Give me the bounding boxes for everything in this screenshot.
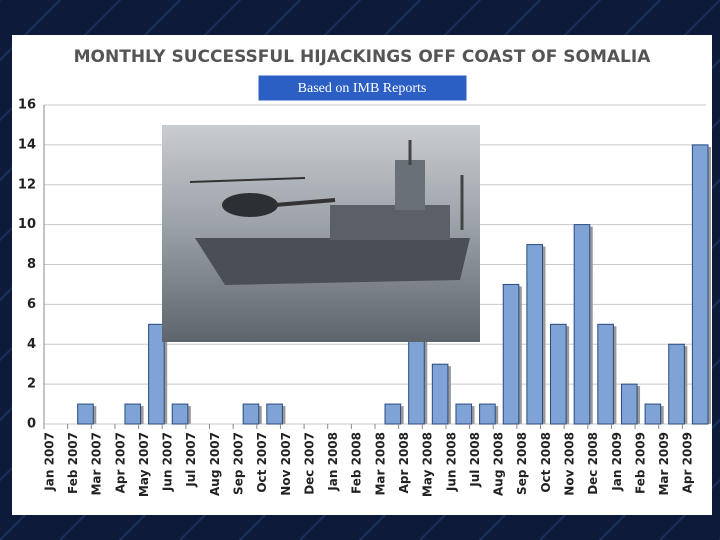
y-tick-label: 8 <box>27 257 36 272</box>
x-tick-label: Nov 2007 <box>279 432 293 496</box>
x-tick-label: Jul 2007 <box>184 432 198 488</box>
x-tick-label: Mar 2009 <box>657 432 671 496</box>
bar <box>502 283 520 425</box>
y-tick-label: 16 <box>18 98 36 113</box>
bar <box>526 244 543 425</box>
x-tick-label: Feb 2008 <box>350 432 364 494</box>
x-tick-label: Feb 2009 <box>633 432 647 494</box>
x-tick-label: Aug 2007 <box>208 432 222 496</box>
x-tick-label: Dec 2008 <box>586 432 600 495</box>
bar <box>266 403 283 425</box>
bar <box>242 403 260 425</box>
bar <box>479 403 496 425</box>
x-tick-label: Apr 2009 <box>681 432 695 493</box>
plot: 0 2 4 6 8 10 12 14 16 Jan 2007 Feb 2007 Mar 2007 Apr… <box>18 98 711 497</box>
x-tick-label: Dec 2007 <box>302 432 316 495</box>
y-tick-label: 10 <box>18 217 36 232</box>
bar <box>597 323 614 425</box>
x-tick-label: Jan 2007 <box>42 432 56 492</box>
bar <box>668 343 685 425</box>
bar <box>550 323 567 425</box>
subtitle-box <box>257 74 468 102</box>
bar <box>644 403 662 425</box>
x-tick-label: Mar 2007 <box>90 432 104 496</box>
y-tick-label: 2 <box>27 377 36 392</box>
x-tick-label: Feb 2007 <box>66 432 80 494</box>
bar <box>573 224 591 425</box>
y-tick-label: 12 <box>18 177 36 192</box>
x-tick-label: Jun 2008 <box>444 432 458 492</box>
chart-title: MONTHLY SUCCESSFUL HIJACKINGS OFF COAST … <box>74 47 652 67</box>
x-tick-label: Apr 2007 <box>113 432 127 493</box>
bar <box>148 323 165 425</box>
bar <box>431 363 449 425</box>
y-tick-label: 14 <box>18 137 36 152</box>
x-tick-label: Oct 2007 <box>255 432 269 493</box>
bar <box>77 403 94 425</box>
x-tick-label: May 2007 <box>137 432 151 497</box>
x-tick-label: Oct 2008 <box>539 432 553 493</box>
bar <box>384 403 402 425</box>
x-tick-label: Apr 2008 <box>397 432 411 493</box>
x-tick-label: Sep 2008 <box>515 432 529 495</box>
x-tick-label: Jan 2009 <box>610 432 624 492</box>
bar <box>620 383 638 425</box>
x-tick-label: Aug 2008 <box>492 432 506 496</box>
bar <box>455 403 473 425</box>
y-tick-label: 4 <box>27 337 36 352</box>
x-tick-label: May 2008 <box>421 432 435 497</box>
x-tick-label: Sep 2007 <box>231 432 245 495</box>
x-tick-label: Nov 2008 <box>562 432 576 496</box>
subtitle: Based on IMB Reports <box>298 81 427 96</box>
y-tick-label: 0 <box>27 417 36 432</box>
x-tick-label: Jul 2008 <box>468 432 482 488</box>
photo <box>162 125 480 342</box>
x-tick-label: Jun 2007 <box>161 432 175 492</box>
bar <box>124 403 142 425</box>
bar <box>691 144 709 425</box>
x-tick-label: Jan 2008 <box>326 432 340 492</box>
bar <box>171 403 189 425</box>
x-tick-label: Mar 2008 <box>373 432 387 496</box>
y-tick-label: 6 <box>27 297 36 312</box>
